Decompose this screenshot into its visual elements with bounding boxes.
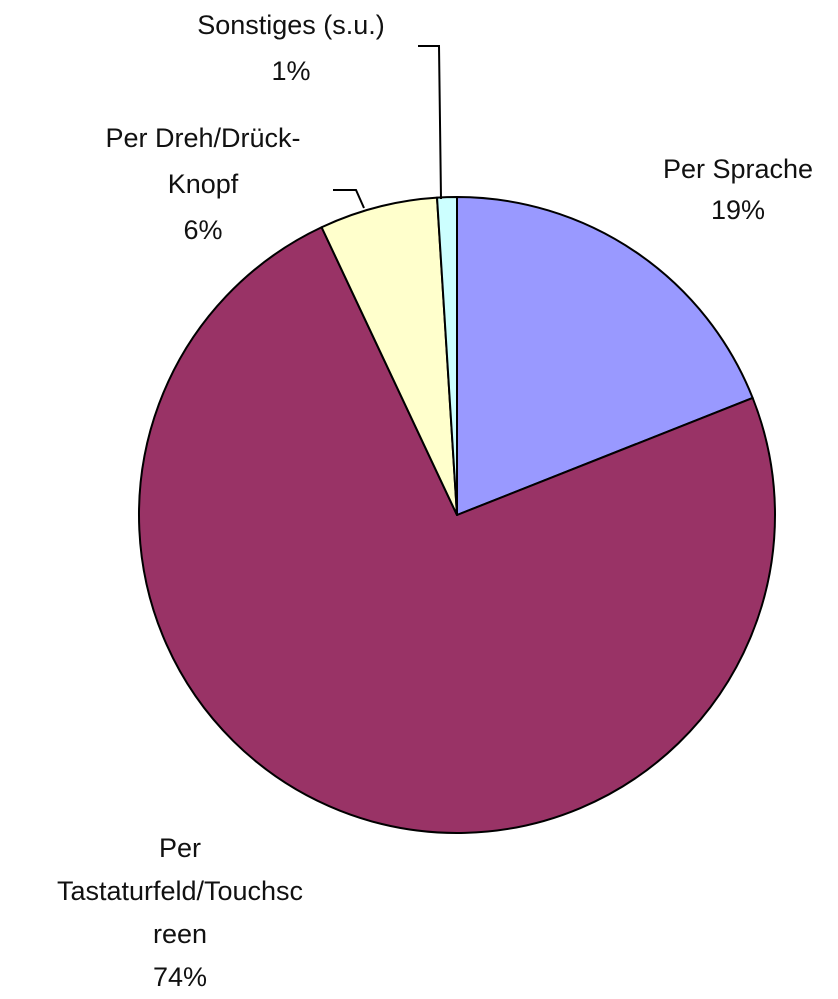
slice-label-line: Per Dreh/Drück- bbox=[105, 123, 300, 153]
pie-slice-per-tastaturfeld-touchscreen bbox=[138, 226, 776, 834]
leader-line-sonstiges bbox=[418, 45, 442, 200]
slice-label-sonstiges: Sonstiges (s.u.) 1% bbox=[197, 10, 385, 86]
slice-label-per-sprache: Per Sprache 19% bbox=[663, 154, 813, 225]
slice-labels: Per Sprache 19% Per Tastaturfeld/Touchsc… bbox=[57, 10, 813, 992]
slice-value-label: 1% bbox=[271, 56, 310, 86]
slice-label-per-tastaturfeld-touchscreen: Per Tastaturfeld/Touchsc reen 74% bbox=[57, 833, 303, 992]
slice-label-line: Per Sprache bbox=[663, 154, 813, 184]
slice-label-per-dreh-druck-knopf: Per Dreh/Drück- Knopf 6% bbox=[105, 123, 300, 245]
pie-slice-per-sprache bbox=[456, 196, 754, 516]
slice-label-line: Knopf bbox=[168, 169, 239, 199]
slice-label-line: Sonstiges (s.u.) bbox=[197, 10, 385, 40]
slice-label-line: Per bbox=[159, 833, 201, 863]
slice-label-line: Tastaturfeld/Touchsc bbox=[57, 876, 303, 906]
slice-value-label: 74% bbox=[153, 962, 207, 992]
pie-slice-per-dreh-druck-knopf bbox=[320, 196, 458, 516]
pie-slices bbox=[138, 196, 776, 834]
slice-value-label: 19% bbox=[711, 195, 765, 225]
pie-slice-sonstiges-s-u bbox=[436, 196, 458, 516]
slice-label-line: reen bbox=[153, 919, 207, 949]
leader-line-dreh-druck-knopf bbox=[333, 189, 365, 209]
slice-value-label: 6% bbox=[183, 215, 222, 245]
leader-lines bbox=[333, 45, 442, 209]
